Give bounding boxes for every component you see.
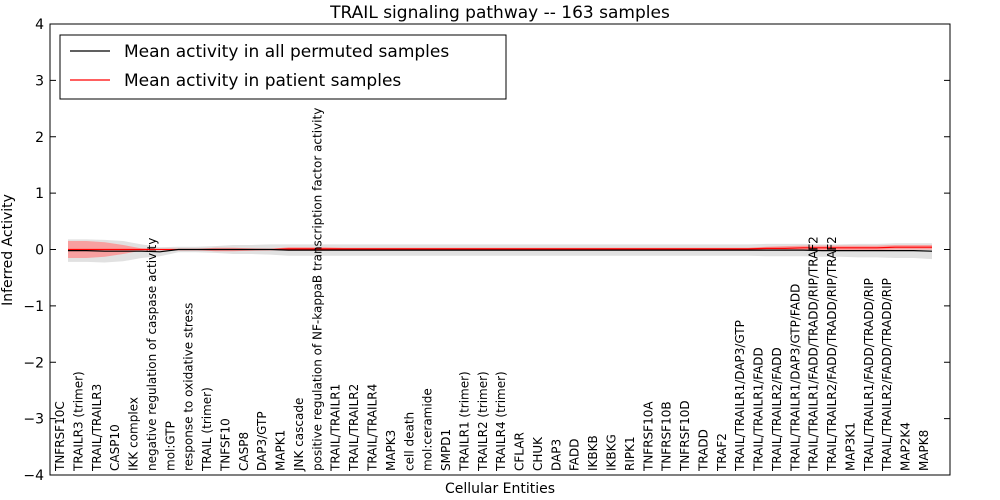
legend-label-permuted: Mean activity in all permuted samples <box>124 42 449 62</box>
category-label: TRAILR1 (trimer) <box>457 371 471 472</box>
y-tick-label: −1 <box>23 299 44 315</box>
category-label: FADD <box>568 439 582 472</box>
category-labels: TNFRSF10C TRAILR3 (trimer) TRAIL/TRAILR3 CA… <box>53 108 931 472</box>
y-axis-label: Inferred Activity <box>0 194 16 306</box>
y-tick-label: −3 <box>23 412 44 428</box>
category-label: DAP3/GTP <box>255 411 269 471</box>
category-label: TRAIL/TRAILR1/DAP3/GTP/FADD <box>788 284 802 472</box>
y-axis-ticks: 4 3 2 1 0 −1 −2 −3 −4 <box>23 17 950 484</box>
category-label: TRAIL/TRAILR2/FADD <box>770 347 784 472</box>
line-series-0 <box>68 248 933 253</box>
category-label: TRAIL (trimer) <box>200 387 214 472</box>
category-label: MAP2K4 <box>899 422 913 471</box>
category-label: IKK complex <box>127 397 141 471</box>
band-series-0 <box>68 239 932 263</box>
category-label: mol:GTP <box>163 421 177 471</box>
category-label: TRAIL/TRAILR2/FADD/TRADD/RIP <box>880 278 894 472</box>
category-label: MAPK8 <box>917 430 931 471</box>
category-label: TRAF2 <box>715 433 729 472</box>
category-label: TNFSF10 <box>218 418 232 472</box>
category-label: TRAIL/TRAILR1 <box>329 384 343 472</box>
y-tick-label: 1 <box>35 186 44 202</box>
legend-box <box>59 34 507 100</box>
x-axis-label: Cellular Entities <box>445 481 555 497</box>
category-label: MAP3K1 <box>844 422 858 471</box>
y-tick-label: 0 <box>35 243 44 259</box>
category-label: JNK cascade <box>292 398 306 472</box>
category-label: TNFRSF10C <box>53 401 67 472</box>
category-label: IKBKB <box>586 435 600 471</box>
category-label: TRAIL/TRAILR2 <box>347 384 361 472</box>
category-label: TRAIL/TRAILR1/FADD/TRADD/RIP/TRAF2 <box>807 236 821 472</box>
chart-legend: Mean activity in all permuted samples Me… <box>59 34 507 100</box>
y-tick-label: 2 <box>35 130 44 146</box>
category-label: TRADD <box>696 429 710 472</box>
category-label: TRAIL/TRAILR1/FADD <box>752 347 766 472</box>
category-label: TRAIL/TRAILR1/FADD/TRADD/RIP <box>862 278 876 472</box>
confidence-bands <box>68 239 932 263</box>
category-label: TRAIL/TRAILR2/FADD/TRADD/RIP/TRAF2 <box>825 236 839 472</box>
category-label: TRAILR2 (trimer) <box>476 371 490 472</box>
category-label: CASP10 <box>108 424 122 471</box>
category-label: TRAIL/TRAILR1/DAP3/GTP <box>733 320 747 472</box>
category-label: SMPD1 <box>439 429 453 471</box>
y-tick-label: −4 <box>23 468 44 484</box>
category-label: cell death <box>402 412 416 471</box>
category-label: TNFRSF10B <box>660 401 674 472</box>
category-label: response to oxidative stress <box>182 303 196 471</box>
category-label: DAP3 <box>549 439 563 471</box>
series-lines <box>68 246 933 253</box>
category-label: TRAIL/TRAILR4 <box>366 384 380 472</box>
category-label: MAPK1 <box>274 430 288 471</box>
category-label: mol:ceramide <box>421 388 435 471</box>
y-tick-label: 4 <box>35 17 44 33</box>
category-label: TRAIL/TRAILR3 <box>90 384 104 472</box>
category-label: TRAILR4 (trimer) <box>494 371 508 472</box>
plot-frame <box>49 23 951 476</box>
category-label: CASP8 <box>237 432 251 471</box>
category-label: CFLAR <box>513 432 527 471</box>
category-label: negative regulation of caspase activity <box>145 238 159 471</box>
category-label: RIPK1 <box>623 436 637 471</box>
category-label: TRAILR3 (trimer) <box>71 371 85 472</box>
legend-label-patient: Mean activity in patient samples <box>124 71 401 91</box>
category-label: TNFRSF10A <box>641 401 655 472</box>
category-label: CHUK <box>531 436 545 471</box>
category-label: positive regulation of NF-kappaB transcr… <box>310 108 324 471</box>
category-label: TNFRSF10D <box>678 400 692 472</box>
y-tick-label: −2 <box>23 355 44 371</box>
chart-title: TRAIL signaling pathway -- 163 samples <box>329 3 670 23</box>
category-label: IKBKG <box>605 434 619 471</box>
category-label: MAPK3 <box>384 430 398 471</box>
y-tick-label: 3 <box>35 73 44 89</box>
